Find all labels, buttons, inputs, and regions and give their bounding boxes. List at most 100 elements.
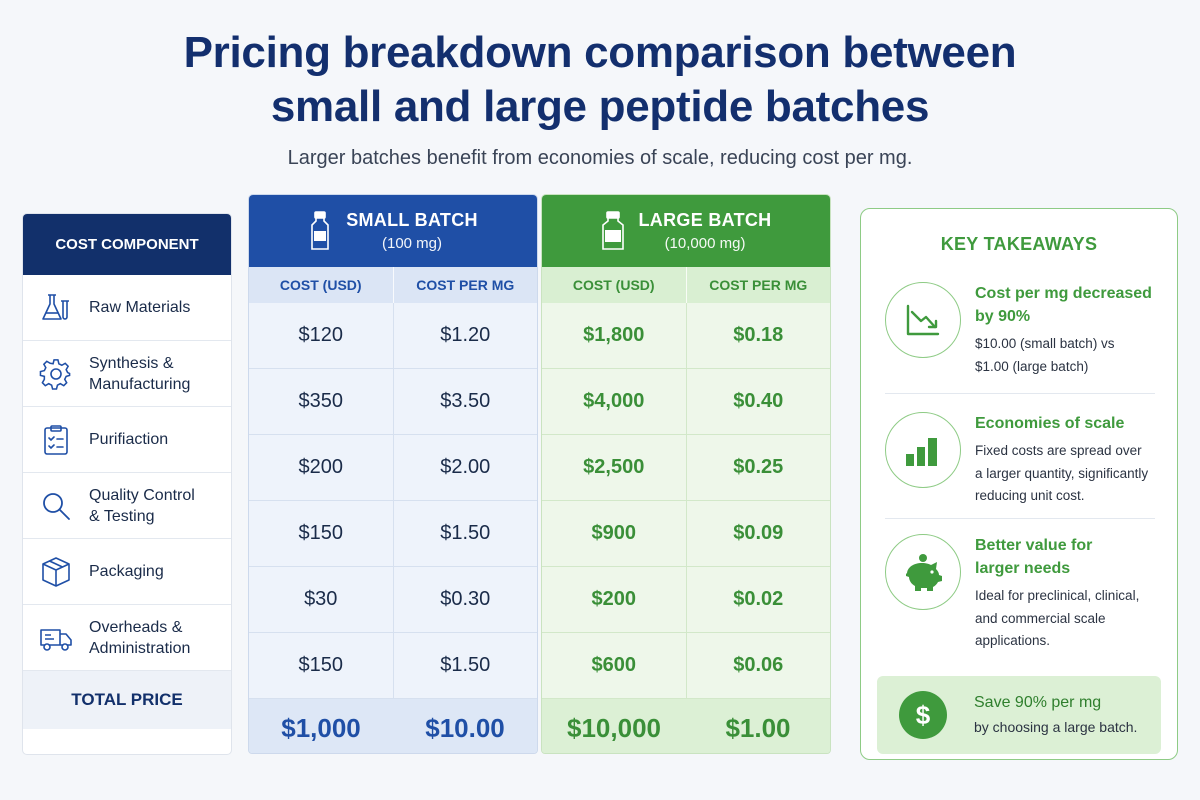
cost-cell: $350	[298, 390, 344, 412]
table-row: $350 $3.50	[249, 369, 537, 435]
key-takeaways-panel: KEY TAKEAWAYS Cost per mg decreased by 9…	[860, 208, 1178, 760]
component-label: Quality Control & Testing	[89, 486, 195, 525]
savings-headline: Save 90% per mg	[974, 694, 1102, 711]
takeaway-description-line: Fixed costs are spread over	[975, 443, 1142, 458]
total-per-mg-cell: $1.00	[725, 712, 791, 743]
takeaway-description-line: $10.00 (small batch) vs	[975, 336, 1115, 351]
cost-component-header: COST COMPONENT	[23, 214, 231, 275]
component-row-raw-materials: Raw Materials	[23, 275, 231, 341]
per-mg-cell: $0.18	[685, 303, 831, 368]
takeaway-heading-line: larger needs	[975, 560, 1071, 577]
large-batch-header: LARGE BATCH (10,000 mg)	[542, 195, 830, 267]
divider	[885, 518, 1155, 519]
component-row-packaging: Packaging	[23, 539, 231, 605]
component-label: Overheads & Administration	[89, 618, 191, 657]
per-mg-cell: $0.25	[685, 435, 831, 500]
box-icon	[42, 556, 70, 587]
component-label: Purifiaction	[89, 431, 169, 448]
table-row: $1,800 $0.18	[542, 303, 830, 369]
takeaway-description-line: a larger quantity, significantly	[975, 465, 1149, 481]
cost-cell: $150	[298, 522, 344, 544]
total-per-mg-cell: $10.00	[425, 712, 505, 743]
takeaway-description-line: and commercial scale	[975, 610, 1106, 626]
cost-component-column: COST COMPONENT Raw Materials Synthesis &…	[22, 213, 232, 755]
total-price-label: TOTAL PRICE	[23, 671, 231, 729]
component-row-overheads: Overheads & Administration	[23, 605, 231, 671]
savings-detail: by choosing a large batch.	[974, 719, 1138, 735]
component-label: Raw Materials	[89, 299, 191, 316]
large-batch-name: LARGE BATCH	[638, 210, 772, 230]
takeaway-description-line: $1.00 (large batch)	[975, 358, 1089, 374]
column-header-cost: COST (USD)	[572, 277, 655, 293]
per-mg-cell: $0.40	[685, 369, 831, 434]
takeaway-description-line: Ideal for preclinical, clinical,	[975, 588, 1140, 603]
takeaway-description-line: reducing unit cost.	[975, 488, 1085, 503]
vial-icon	[311, 211, 329, 250]
takeaway-description: $10.00 (small batch) vs $1.00 (large bat…	[975, 333, 1160, 378]
small-batch-quantity: (100 mg)	[381, 235, 443, 252]
divider	[885, 393, 1155, 394]
page-title-line-1: Pricing breakdown comparison between	[183, 28, 1017, 77]
dollar-coin-icon: $	[899, 691, 947, 739]
cost-cell: $30	[304, 588, 338, 610]
component-label: Synthesis & Manufacturing	[89, 354, 191, 393]
table-row: $4,000 $0.40	[542, 369, 830, 435]
cost-cell: $600	[591, 654, 637, 676]
large-batch-quantity: (10,000 mg)	[664, 235, 746, 252]
takeaway-heading: Better value for larger needs	[975, 534, 1160, 580]
takeaway-heading-line: by 90%	[975, 308, 1031, 325]
cost-cell: $1,800	[583, 324, 645, 346]
large-batch-total-row: $10,000 $1.00	[542, 699, 830, 753]
large-batch-column-headers: COST (USD) COST PER MG	[542, 267, 830, 303]
gear-icon	[39, 358, 71, 390]
component-row-quality-control: Quality Control & Testing	[23, 473, 231, 539]
per-mg-cell: $0.30	[392, 567, 538, 632]
table-row: $900 $0.09	[542, 501, 830, 567]
page-title: Pricing breakdown comparison between sma…	[0, 26, 1200, 134]
per-mg-cell: $0.02	[685, 567, 831, 632]
table-row: $2,500 $0.25	[542, 435, 830, 501]
per-mg-cell: $1.20	[392, 303, 538, 368]
takeaway-heading: Cost per mg decreased by 90%	[975, 282, 1160, 328]
cost-cell: $150	[298, 654, 344, 676]
per-mg-cell: $1.50	[392, 633, 538, 698]
table-row: $600 $0.06	[542, 633, 830, 699]
small-batch-total-row: $1,000 $10.00	[249, 699, 537, 753]
column-header-cost: COST (USD)	[279, 277, 362, 293]
magnifier-icon	[43, 492, 70, 520]
takeaway-heading-line: Better value for	[975, 537, 1093, 554]
clipboard-check-icon	[44, 424, 68, 455]
takeaway-heading: Economies of scale	[975, 415, 1125, 432]
table-row: $30 $0.30	[249, 567, 537, 633]
table-row: $200 $2.00	[249, 435, 537, 501]
large-batch-block: LARGE BATCH (10,000 mg) COST (USD) COST …	[541, 194, 831, 754]
column-header-cost-per-mg: COST PER MG	[392, 267, 538, 303]
cost-cell: $120	[298, 324, 344, 346]
truck-icon	[40, 628, 72, 651]
cost-cell: $900	[591, 522, 637, 544]
per-mg-cell: $0.06	[685, 633, 831, 698]
piggy-bank-icon	[906, 554, 942, 591]
table-row: $150 $1.50	[249, 501, 537, 567]
column-header-cost-per-mg: COST PER MG	[685, 267, 831, 303]
bottle-icon	[601, 211, 624, 250]
cost-cell: $200	[298, 456, 344, 478]
component-label: Packaging	[89, 563, 164, 580]
small-batch-block: SMALL BATCH (100 mg) COST (USD) COST PER…	[248, 194, 538, 754]
table-row: $150 $1.50	[249, 633, 537, 699]
table-row: $200 $0.02	[542, 567, 830, 633]
cost-cell: $4,000	[583, 390, 645, 412]
takeaway-description: Fixed costs are spread over a larger qua…	[975, 440, 1160, 508]
flask-icon	[42, 293, 69, 320]
takeaway-description-line: applications.	[975, 633, 1051, 648]
small-batch-header: SMALL BATCH (100 mg)	[249, 195, 537, 267]
small-batch-column-headers: COST (USD) COST PER MG	[249, 267, 537, 303]
per-mg-cell: $1.50	[392, 501, 538, 566]
per-mg-cell: $3.50	[392, 369, 538, 434]
small-batch-name: SMALL BATCH	[346, 210, 478, 230]
page-title-line-2: small and large peptide batches	[270, 82, 930, 131]
total-cost-cell: $1,000	[281, 712, 361, 743]
component-row-purification: Purifiaction	[23, 407, 231, 473]
trend-down-icon	[906, 304, 940, 336]
per-mg-cell: $2.00	[392, 435, 538, 500]
